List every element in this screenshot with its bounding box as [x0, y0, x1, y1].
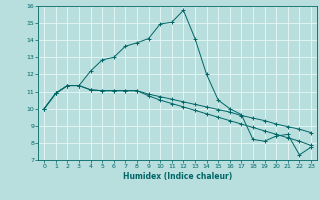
X-axis label: Humidex (Indice chaleur): Humidex (Indice chaleur) — [123, 172, 232, 181]
